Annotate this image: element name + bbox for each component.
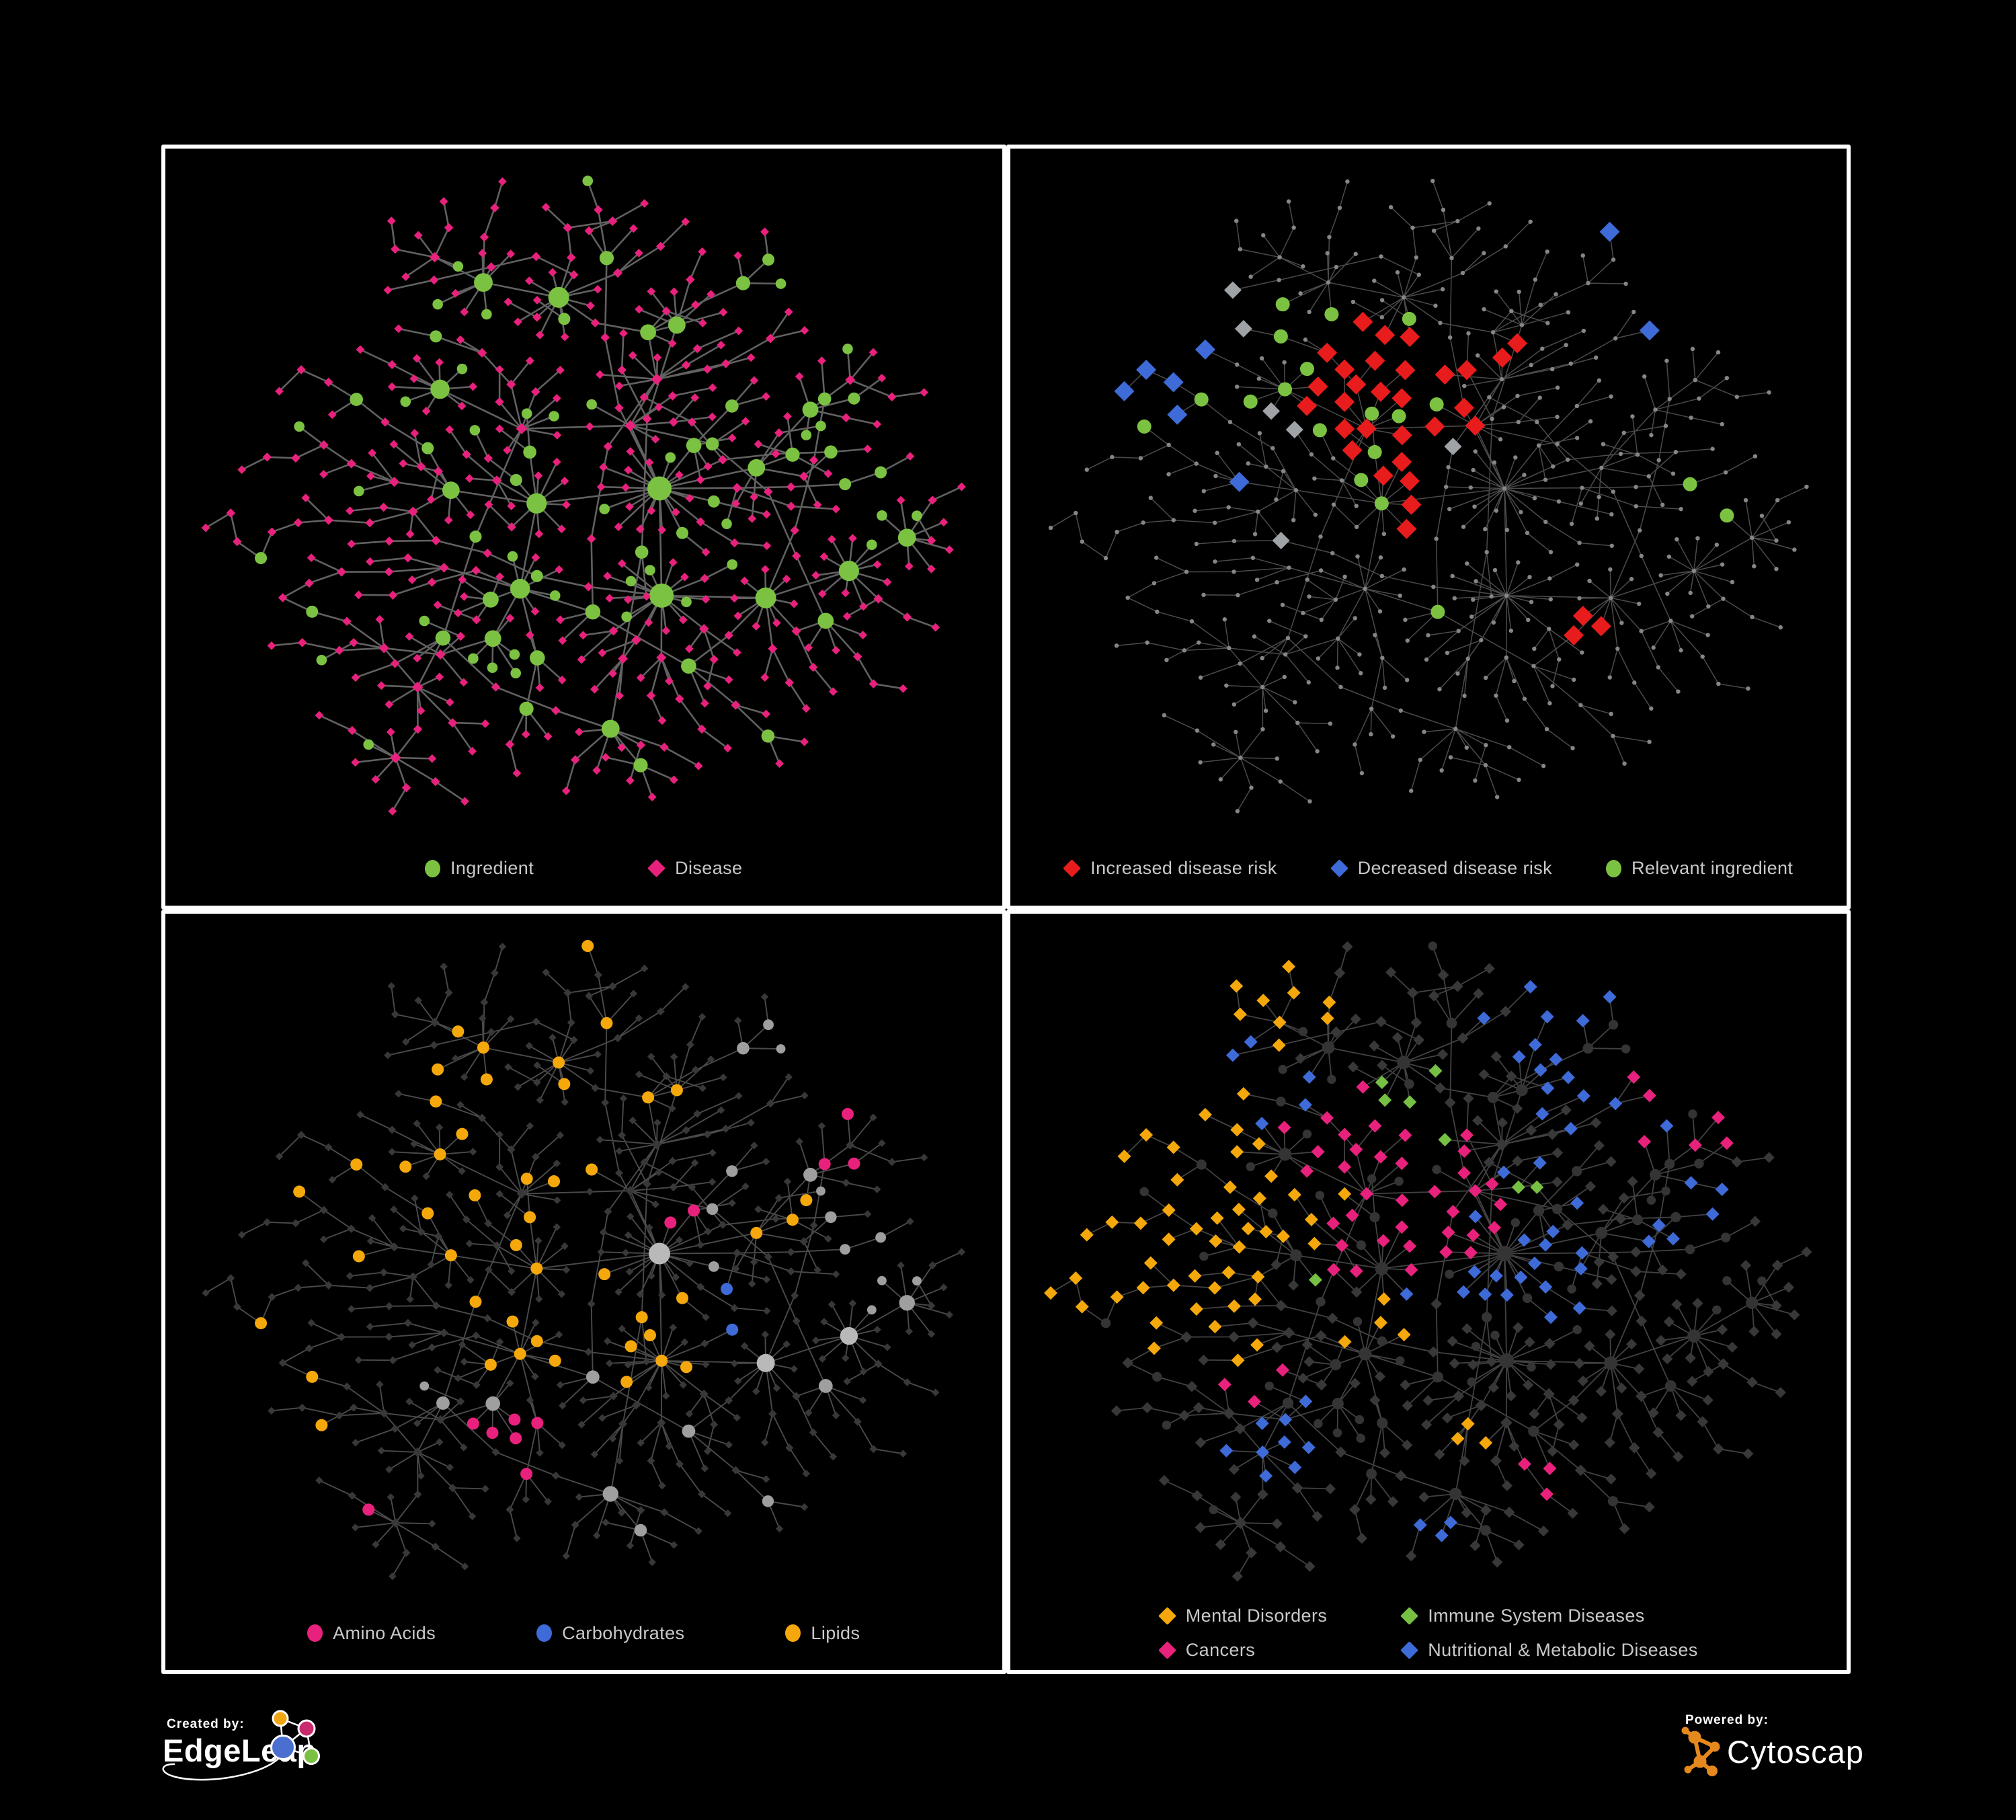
legend-marker-diamond-icon	[1158, 1607, 1176, 1625]
legend-marker-diamond-icon	[1063, 859, 1082, 877]
legend-marker-circle-icon	[425, 859, 441, 877]
legend-item-disease: Disease	[647, 858, 743, 879]
cytoscape-wordmark: Cytoscape	[1727, 1734, 1865, 1770]
legend-item-immune-system-diseases: Immune System Diseases	[1400, 1606, 1697, 1626]
created-by-label: Created by:	[167, 1717, 245, 1731]
network-graph-ingredient-disease	[201, 175, 966, 816]
legend-marker-circle-icon	[1606, 859, 1622, 877]
legend-label: Mental Disorders	[1185, 1606, 1328, 1626]
legend-disease-classes: Mental Disorders Cancers Immune System Dis…	[1010, 1596, 1847, 1670]
legend-label: Decreased disease risk	[1357, 858, 1553, 878]
network-graph-nutrient-classes	[202, 939, 966, 1580]
cytoscape-credit: Powered by: Cytoscape	[1681, 1713, 1865, 1776]
edgeleap-node-orange	[272, 1710, 289, 1727]
legend-item-mental-disorders: Mental Disorders	[1158, 1606, 1328, 1626]
legend-label: Relevant ingredient	[1631, 858, 1793, 878]
legend-marker-diamond-icon	[1330, 859, 1348, 877]
legend-ingredient-disease: Ingredient Disease	[165, 832, 1002, 906]
legend-label: Amino Acids	[333, 1622, 436, 1643]
legend-disease-risk: Increased disease risk Decreased disease …	[1010, 832, 1847, 906]
legend-label: Ingredient	[450, 858, 534, 878]
edgeleap-node-blue	[270, 1735, 296, 1760]
legend-marker-circle-icon	[785, 1624, 801, 1642]
legend-label: Cancers	[1185, 1640, 1256, 1660]
legend-label: Nutritional & Metabolic Diseases	[1428, 1640, 1698, 1660]
legend-item-amino-acids: Amino Acids	[307, 1623, 436, 1644]
edgeleap-credit: Created by: EdgeLeap	[162, 1710, 320, 1781]
panel-nutrient-classes: Amino Acids Carbohydrates Lipids	[161, 909, 1006, 1674]
cytoscape-logo-glyph	[1681, 1727, 1720, 1776]
legend-label: Increased disease risk	[1090, 858, 1277, 878]
legend-item-ingredient: Ingredient	[425, 858, 534, 879]
legend-item-relevant-ingredient: Relevant ingredient	[1606, 858, 1793, 879]
legend-marker-circle-icon	[307, 1624, 323, 1642]
panel-grid: Ingredient Disease Increased disease risk…	[161, 145, 1851, 1674]
legend-label: Immune System Diseases	[1428, 1606, 1645, 1626]
edgeleap-logo-glyph	[162, 1710, 320, 1781]
legend-item-lipids: Lipids	[785, 1623, 860, 1644]
panel-disease-classes: Mental Disorders Cancers Immune System Dis…	[1006, 909, 1851, 1674]
legend-marker-diamond-icon	[1400, 1641, 1419, 1659]
legend-marker-diamond-icon	[647, 859, 666, 877]
legend-item-carbohydrates: Carbohydrates	[536, 1623, 684, 1644]
legend-label: Carbohydrates	[562, 1622, 685, 1643]
legend-item-nutritional-metabolic-diseases: Nutritional & Metabolic Diseases	[1400, 1640, 1698, 1661]
legend-item-increased-disease-risk: Increased disease risk	[1063, 858, 1277, 879]
panel-ingredient-disease: Ingredient Disease	[161, 145, 1006, 910]
powered-by-label: Powered by:	[1685, 1713, 1769, 1727]
legend-label: Disease	[675, 858, 743, 878]
edgeleap-node-green	[303, 1747, 320, 1765]
legend-nutrient-classes: Amino Acids Carbohydrates Lipids	[165, 1596, 1002, 1670]
legend-label: Lipids	[811, 1622, 860, 1643]
legend-marker-diamond-icon	[1158, 1641, 1176, 1659]
legend-marker-diamond-icon	[1400, 1607, 1419, 1625]
network-graph-disease-risk	[1048, 178, 1809, 814]
panel-disease-risk: Increased disease risk Decreased disease …	[1006, 145, 1851, 910]
network-graph-disease-classes	[1043, 941, 1812, 1582]
legend-item-cancers: Cancers	[1158, 1640, 1327, 1661]
legend-marker-circle-icon	[536, 1624, 553, 1642]
legend-item-decreased-disease-risk: Decreased disease risk	[1330, 858, 1553, 879]
edgeleap-node-pink	[297, 1719, 316, 1738]
